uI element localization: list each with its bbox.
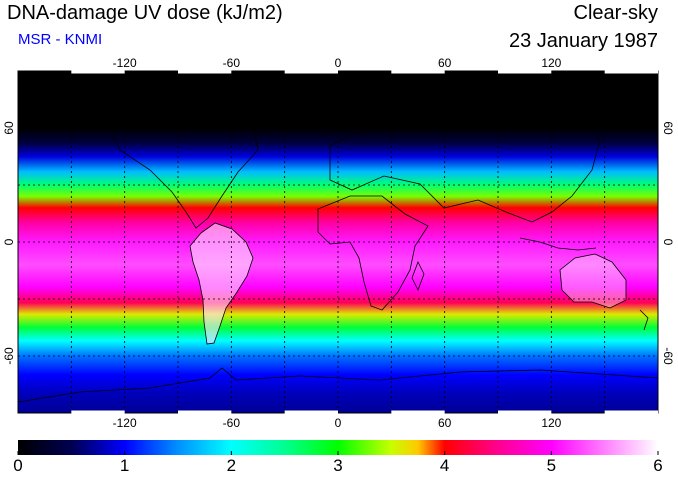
colorbar-tick-label: 4 bbox=[439, 456, 450, 475]
lon-tick-label-bottom: -60 bbox=[223, 416, 241, 430]
land-antarctica bbox=[18, 367, 658, 403]
lon-tick-label-top: 0 bbox=[335, 56, 342, 70]
colorbar-tick-label: 5 bbox=[546, 456, 557, 475]
lat-tick-label-left: 0 bbox=[2, 238, 16, 245]
frame-ticks bbox=[71, 70, 658, 414]
lon-tick-label-bottom: -120 bbox=[113, 416, 137, 430]
colorbar-tick-label: 2 bbox=[226, 456, 237, 475]
lat-tick-label-left: -60 bbox=[2, 347, 16, 365]
colorbar bbox=[17, 440, 659, 455]
lat-tick-label-right: 0 bbox=[661, 239, 675, 246]
colorbar-tick-label: 3 bbox=[333, 456, 343, 475]
lon-tick-label-bottom: 60 bbox=[438, 416, 452, 430]
lat-tick-label-left: 60 bbox=[2, 121, 16, 135]
latitude-labels: 60 60 0 0 -60 -60 bbox=[2, 121, 675, 365]
longitude-labels-top: -120 -60 0 60 120 bbox=[113, 56, 562, 70]
lon-tick-label-top: -60 bbox=[223, 56, 241, 70]
lat-tick-label-right: 60 bbox=[661, 121, 675, 135]
lon-tick-label-top: -120 bbox=[113, 56, 137, 70]
lon-tick-label-bottom: 120 bbox=[541, 416, 561, 430]
chart-title: DNA-damage UV dose (kJ/m2) bbox=[7, 2, 283, 24]
colorbar-tick-label: 1 bbox=[119, 456, 130, 475]
graticule bbox=[18, 71, 658, 413]
colorbar-tick-label: 6 bbox=[653, 456, 663, 475]
lon-tick-label-bottom: 0 bbox=[335, 416, 342, 430]
land-madagascar bbox=[411, 261, 425, 291]
lon-tick-label-top: 60 bbox=[438, 56, 452, 70]
colorbar-strip bbox=[18, 440, 658, 455]
lon-tick-label-top: 120 bbox=[541, 56, 561, 70]
land-africa bbox=[317, 195, 429, 311]
land-australia bbox=[559, 253, 627, 309]
map-frame: -120 -60 0 60 120 -120 -60 0 60 120 60 60 0 0 -60 -60 bbox=[2, 56, 675, 430]
land-regions bbox=[18, 83, 658, 403]
colorbar-ticks bbox=[17, 451, 659, 455]
land-eurasia bbox=[329, 103, 601, 223]
lat-tick-label-right: -60 bbox=[661, 347, 675, 365]
land-north-america bbox=[99, 99, 259, 229]
land-greenland bbox=[249, 83, 313, 127]
land-new-zealand bbox=[639, 309, 649, 331]
land-indonesia bbox=[519, 237, 597, 251]
product-label: Clear-sky bbox=[573, 2, 658, 24]
land-south-america bbox=[189, 222, 254, 345]
colorbar-tick-label: 0 bbox=[13, 456, 23, 475]
longitude-labels-bottom: -120 -60 0 60 120 bbox=[113, 416, 562, 430]
date-label: 23 January 1987 bbox=[508, 30, 658, 52]
source-label: MSR - KNMI bbox=[18, 31, 103, 48]
